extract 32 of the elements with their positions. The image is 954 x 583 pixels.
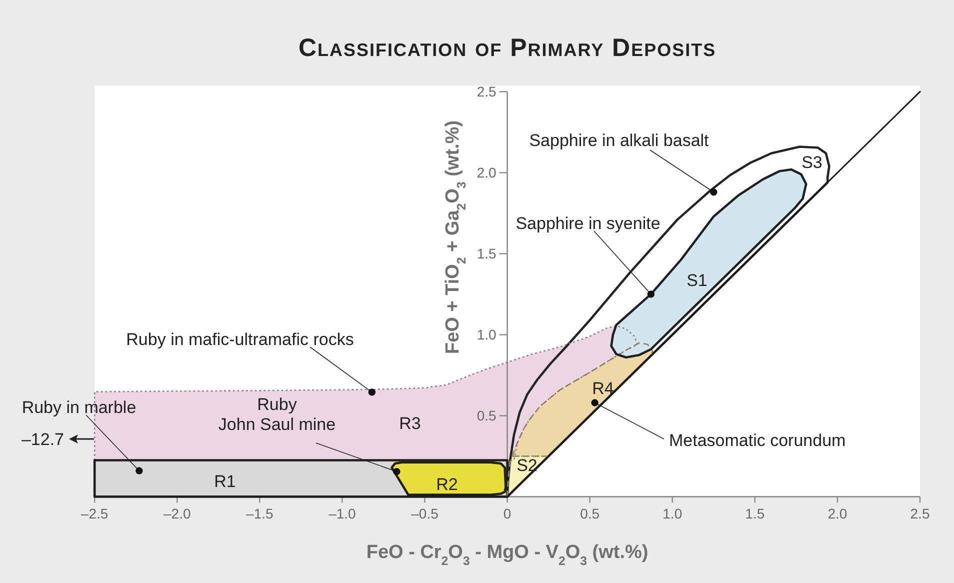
y-tick-label: 2.0 bbox=[476, 164, 497, 181]
series-label: R4 bbox=[592, 379, 614, 398]
text: FeO - Cr$_{2}$O$_{3}$ - MgO - V$_{2}$O$_{3}$ (wt.%) bbox=[366, 542, 648, 568]
series-label: S3 bbox=[802, 153, 822, 172]
annotation: Sapphire in alkali basalt bbox=[529, 131, 710, 150]
y-tick-label: 0.5 bbox=[476, 408, 497, 424]
x-tick-label: 0 bbox=[503, 506, 512, 522]
annotation: Sapphire in syenite bbox=[516, 214, 660, 233]
annotation: Ruby in marble bbox=[22, 398, 136, 417]
series-label: S2 bbox=[516, 456, 538, 475]
x-tick-label: 2.0 bbox=[828, 506, 848, 522]
annotation: Metasomatic corundum bbox=[669, 431, 846, 450]
text: –12.7 bbox=[21, 430, 64, 449]
series-label: R3 bbox=[399, 414, 421, 433]
chart-title: Classification of Primary Deposits bbox=[298, 34, 716, 62]
series-label: S1 bbox=[686, 271, 708, 290]
x-tick-label: –1.5 bbox=[246, 506, 274, 522]
x-tick-label: –1.0 bbox=[328, 506, 356, 522]
x-tick-label: 1.0 bbox=[662, 506, 682, 522]
series-label: R1 bbox=[214, 472, 236, 491]
x-tick-label: –2.0 bbox=[164, 506, 191, 522]
x-tick-label: 1.5 bbox=[745, 506, 765, 522]
x-tick-label: 2.5 bbox=[910, 506, 930, 522]
x-tick-label: –0.5 bbox=[411, 506, 439, 522]
y-tick-label: 1.5 bbox=[476, 246, 497, 262]
annotation: Ruby in mafic-ultramafic rocks bbox=[126, 330, 354, 349]
y-tick-label: 1.0 bbox=[476, 326, 497, 343]
annotation: Ruby John Saul mine bbox=[218, 395, 336, 434]
x-tick-label: 0.5 bbox=[580, 506, 600, 522]
x-tick-label: –2.5 bbox=[80, 506, 108, 522]
y-tick-label: 2.5 bbox=[476, 84, 497, 100]
series-label: R2 bbox=[436, 475, 458, 494]
